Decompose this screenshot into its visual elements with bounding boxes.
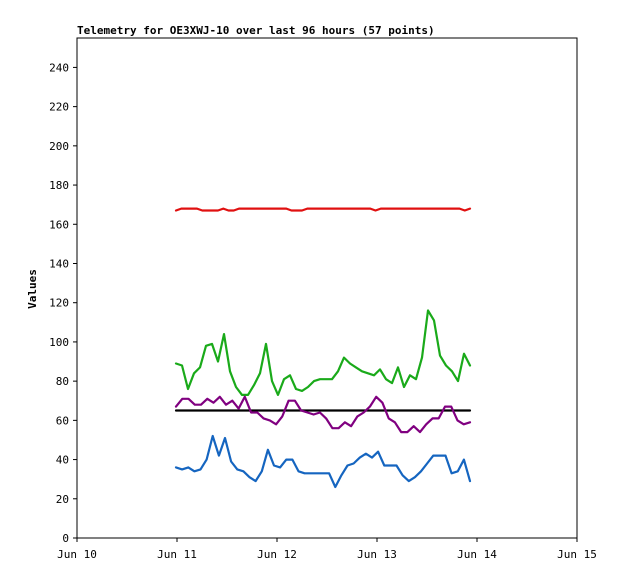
x-tick-label: Jun 13: [357, 548, 397, 561]
plot-area-frame: [76, 37, 578, 539]
y-tick-label: 60: [56, 414, 69, 427]
y-tick-label: 0: [62, 532, 69, 545]
series-line: [174, 207, 472, 212]
y-tick-label: 80: [56, 375, 69, 388]
y-tick-label: 100: [49, 336, 69, 349]
series-line: [174, 434, 472, 489]
x-tick-label: Jun 11: [157, 548, 197, 561]
y-axis-label: Values: [26, 269, 39, 309]
series-line: [174, 395, 472, 434]
y-tick-label: 20: [56, 493, 69, 506]
y-tick-label: 180: [49, 179, 69, 192]
x-tick-label: Jun 10: [57, 548, 97, 561]
y-tick-label: 240: [49, 61, 69, 74]
x-tick-label: Jun 15: [557, 548, 597, 561]
y-tick-label: 140: [49, 257, 69, 270]
y-tick-label: 200: [49, 140, 69, 153]
y-axis: 0 20 40 60 80 100 120 140 160 180 200 220 240: [49, 61, 77, 545]
y-tick-label: 220: [49, 101, 69, 114]
x-tick-label: Jun 14: [457, 548, 497, 561]
chart-title: Telemetry for OE3XWJ-10 over last 96 hou…: [77, 24, 435, 37]
y-tick-label: 120: [49, 297, 69, 310]
series-layer: [174, 207, 472, 489]
y-tick-label: 160: [49, 218, 69, 231]
series-line: [174, 309, 472, 396]
x-axis: Jun 10 Jun 11 Jun 12 Jun 13 Jun 14 Jun 15: [57, 538, 597, 561]
x-tick-label: Jun 12: [257, 548, 297, 561]
y-tick-label: 40: [56, 454, 69, 467]
